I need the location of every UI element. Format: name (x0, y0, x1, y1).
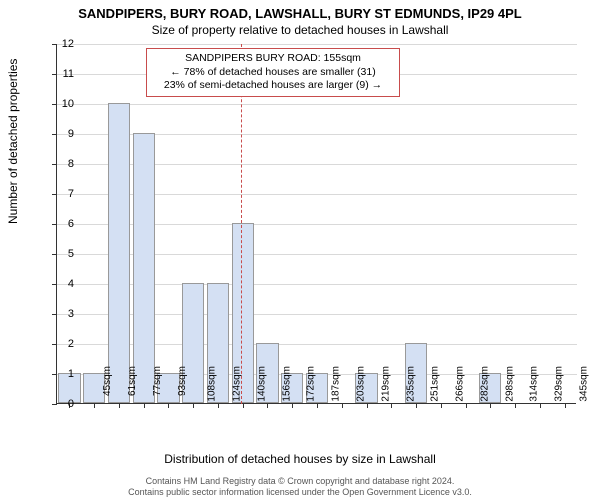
annotation-line2: ← 78% of detached houses are smaller (31… (153, 66, 393, 80)
xtick-mark (317, 403, 318, 408)
ytick-label: 12 (50, 38, 74, 50)
xtick-label: 203sqm (356, 366, 367, 402)
xtick-mark (565, 403, 566, 408)
xtick-mark (243, 403, 244, 408)
xtick-label: 235sqm (405, 366, 416, 402)
ytick-label: 10 (50, 98, 74, 110)
annotation-box: SANDPIPERS BURY ROAD: 155sqm ← 78% of de… (146, 48, 400, 97)
footer-attribution: Contains HM Land Registry data © Crown c… (0, 476, 600, 498)
chart-plot-area: SANDPIPERS BURY ROAD: 155sqm ← 78% of de… (56, 44, 576, 404)
xtick-mark (391, 403, 392, 408)
chart-title-sub: Size of property relative to detached ho… (0, 21, 600, 37)
histogram-bar (133, 133, 155, 403)
xtick-mark (292, 403, 293, 408)
ytick-label: 1 (50, 368, 74, 380)
ytick-label: 3 (50, 308, 74, 320)
xtick-label: 45sqm (102, 366, 113, 396)
xtick-label: 124sqm (232, 366, 243, 402)
xtick-label: 266sqm (455, 366, 466, 402)
plot-region (56, 44, 576, 404)
xtick-label: 108sqm (207, 366, 218, 402)
xtick-label: 219sqm (380, 366, 391, 402)
ytick-label: 11 (50, 68, 74, 80)
ytick-label: 2 (50, 338, 74, 350)
chart-title-main: SANDPIPERS, BURY ROAD, LAWSHALL, BURY ST… (0, 0, 600, 21)
xtick-label: 172sqm (306, 366, 317, 402)
xtick-mark (119, 403, 120, 408)
xtick-mark (94, 403, 95, 408)
xtick-mark (267, 403, 268, 408)
ytick-label: 4 (50, 278, 74, 290)
reference-line (241, 44, 242, 404)
xtick-label: 251sqm (430, 366, 441, 402)
x-axis-label: Distribution of detached houses by size … (0, 452, 600, 466)
ytick-label: 8 (50, 158, 74, 170)
ytick-label: 7 (50, 188, 74, 200)
xtick-label: 282sqm (479, 366, 490, 402)
xtick-label: 314sqm (529, 366, 540, 402)
xtick-label: 156sqm (281, 366, 292, 402)
xtick-mark (490, 403, 491, 408)
gridline-h (57, 44, 577, 45)
footer-line2: Contains public sector information licen… (0, 487, 600, 498)
xtick-label: 61sqm (127, 366, 138, 396)
y-axis-label: Number of detached properties (6, 59, 20, 224)
footer-line1: Contains HM Land Registry data © Crown c… (0, 476, 600, 487)
xtick-mark (168, 403, 169, 408)
annotation-line3: 23% of semi-detached houses are larger (… (153, 79, 393, 93)
xtick-mark (466, 403, 467, 408)
xtick-mark (441, 403, 442, 408)
xtick-mark (540, 403, 541, 408)
ytick-label: 0 (50, 398, 74, 410)
xtick-label: 140sqm (257, 366, 268, 402)
ytick-label: 6 (50, 218, 74, 230)
xtick-mark (193, 403, 194, 408)
xtick-mark (144, 403, 145, 408)
xtick-mark (515, 403, 516, 408)
gridline-h (57, 104, 577, 105)
xtick-mark (342, 403, 343, 408)
xtick-label: 93sqm (177, 366, 188, 396)
xtick-label: 187sqm (331, 366, 342, 402)
xtick-mark (367, 403, 368, 408)
annotation-line1: SANDPIPERS BURY ROAD: 155sqm (153, 52, 393, 66)
histogram-bar (108, 103, 130, 403)
xtick-label: 329sqm (554, 366, 565, 402)
xtick-label: 298sqm (504, 366, 515, 402)
xtick-mark (416, 403, 417, 408)
xtick-label: 77sqm (152, 366, 163, 396)
ytick-label: 9 (50, 128, 74, 140)
xtick-label: 345sqm (578, 366, 589, 402)
xtick-mark (218, 403, 219, 408)
ytick-label: 5 (50, 248, 74, 260)
